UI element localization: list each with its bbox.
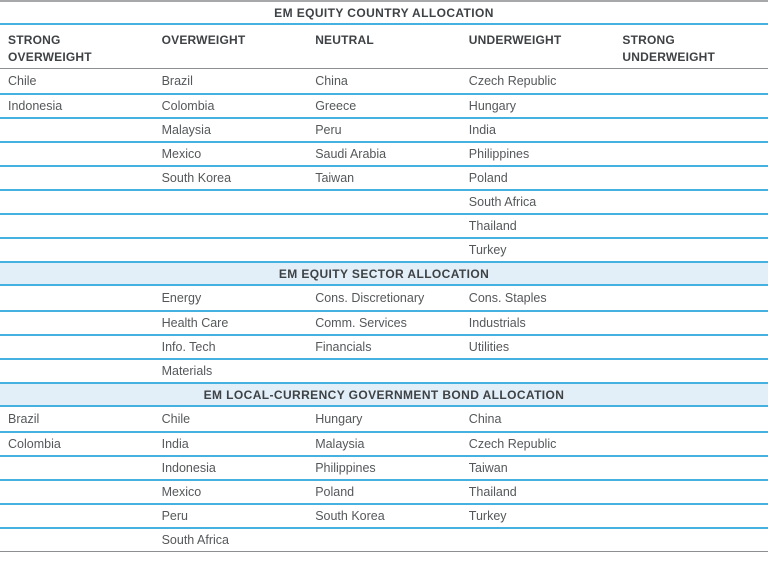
table-cell: South Africa	[161, 533, 229, 547]
column-header-strong-overweight: STRONG OVERWEIGHT	[8, 33, 92, 64]
table-cell: Indonesia	[8, 99, 63, 113]
table-cell: Chile	[161, 412, 191, 426]
table-cell: Hungary	[315, 412, 363, 426]
table-cell: Thailand	[468, 485, 517, 499]
table-cell: Turkey	[468, 509, 507, 523]
table-row: Peru South Korea Turkey	[0, 503, 768, 527]
table-cell: Brazil	[8, 412, 40, 426]
table-row: Info. Tech Financials Utilities	[0, 334, 768, 358]
column-header-neutral: NEUTRAL	[315, 33, 374, 47]
table-cell: Utilities	[468, 340, 510, 354]
table-row: Indonesia Philippines Taiwan	[0, 455, 768, 479]
table-cell: Energy	[161, 291, 202, 305]
table-cell: Taiwan	[315, 171, 355, 185]
table-cell: Greece	[315, 99, 357, 113]
column-header-row: STRONG OVERWEIGHT OVERWEIGHT NEUTRAL UNDERW…	[0, 25, 768, 69]
table-cell: Chile	[8, 74, 37, 88]
table-row: Malaysia Peru India	[0, 117, 768, 141]
table-row: South Africa	[0, 189, 768, 213]
table-cell: Peru	[315, 123, 342, 137]
table-cell: Mexico	[161, 485, 202, 499]
table-cell: China	[315, 74, 348, 88]
section-title: EM EQUITY COUNTRY ALLOCATION	[0, 2, 768, 25]
table-row: South Africa	[0, 527, 768, 551]
table-cell: Brazil	[161, 74, 193, 88]
table-row: Health Care Comm. Services Industrials	[0, 310, 768, 334]
table-row: Mexico Saudi Arabia Philippines	[0, 141, 768, 165]
column-header-strong-underweight: STRONG UNDERWEIGHT	[622, 33, 716, 64]
table-row: Energy Cons. Discretionary Cons. Staples	[0, 286, 768, 310]
table-row: Turkey	[0, 237, 768, 261]
table-cell: Malaysia	[161, 123, 211, 137]
table-cell: Cons. Staples	[468, 291, 547, 305]
table-row: Chile Brazil China Czech Republic	[0, 69, 768, 93]
table-cell: Colombia	[161, 99, 215, 113]
table-cell: South Korea	[315, 509, 385, 523]
table-cell: Czech Republic	[468, 74, 557, 88]
table-cell: India	[468, 123, 496, 137]
table-cell: Mexico	[161, 147, 202, 161]
section-title: EM LOCAL-CURRENCY GOVERNMENT BOND ALLOCA…	[0, 382, 768, 407]
section-title: EM EQUITY SECTOR ALLOCATION	[0, 261, 768, 286]
table-cell: Czech Republic	[468, 437, 557, 451]
table-cell: Saudi Arabia	[315, 147, 387, 161]
table-row: Colombia India Malaysia Czech Republic	[0, 431, 768, 455]
table-row: Brazil Chile Hungary China	[0, 407, 768, 431]
table-cell: Malaysia	[315, 437, 365, 451]
table-cell: Industrials	[468, 316, 526, 330]
table-cell: Philippines	[315, 461, 376, 475]
table-cell: Turkey	[468, 243, 507, 257]
table-row: Mexico Poland Thailand	[0, 479, 768, 503]
table-cell: China	[468, 412, 502, 426]
table-cell: Health Care	[161, 316, 229, 330]
bottom-divider	[0, 551, 768, 552]
table-cell: Thailand	[468, 219, 517, 233]
table-cell: South Africa	[468, 195, 537, 209]
table-cell: South Korea	[161, 171, 232, 185]
table-cell: Cons. Discretionary	[315, 291, 425, 305]
table-cell: Materials	[161, 364, 213, 378]
column-header-underweight: UNDERWEIGHT	[468, 33, 562, 47]
table-row: Thailand	[0, 213, 768, 237]
table-cell: Poland	[468, 171, 508, 185]
table-row: South Korea Taiwan Poland	[0, 165, 768, 189]
table-cell: Indonesia	[161, 461, 216, 475]
column-header-overweight: OVERWEIGHT	[161, 33, 246, 47]
table-cell: Poland	[315, 485, 355, 499]
table-cell: India	[161, 437, 189, 451]
table-cell: Hungary	[468, 99, 517, 113]
table-cell: Peru	[161, 509, 188, 523]
table-cell: Colombia	[8, 437, 61, 451]
table-cell: Info. Tech	[161, 340, 216, 354]
table-cell: Taiwan	[468, 461, 508, 475]
table-row: Indonesia Colombia Greece Hungary	[0, 93, 768, 117]
allocation-table: EM EQUITY COUNTRY ALLOCATION STRONG OVERW…	[0, 0, 768, 551]
table-cell: Philippines	[468, 147, 530, 161]
table-cell: Comm. Services	[315, 316, 407, 330]
table-row: Materials	[0, 358, 768, 382]
table-cell: Financials	[315, 340, 372, 354]
